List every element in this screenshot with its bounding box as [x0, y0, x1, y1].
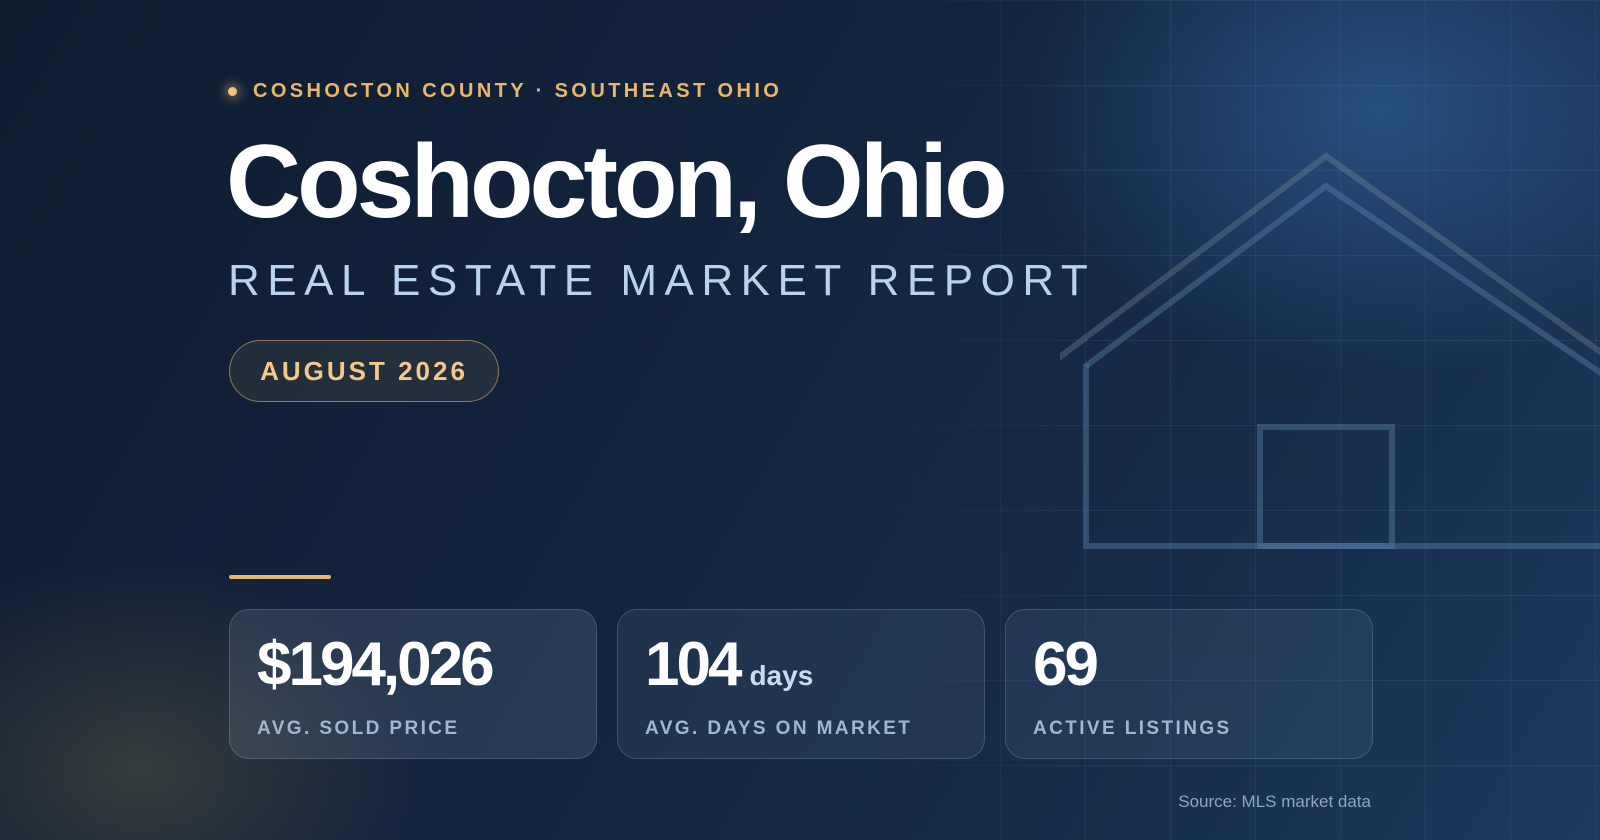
stat-value: 104: [645, 630, 742, 699]
date-badge: AUGUST 2026: [229, 340, 499, 402]
source-note: Source: MLS market data: [1178, 792, 1371, 811]
house-outline-icon: [1060, 152, 1600, 549]
stat-card-avg-days-on-market: 104 days AVG. DAYS ON MARKET: [617, 609, 985, 759]
stat-value: $194,026: [257, 630, 495, 699]
accent-divider: [229, 575, 331, 579]
page-title: Coshocton, Ohio: [226, 124, 1008, 240]
stat-value: 69: [1033, 630, 1099, 699]
stat-label: AVG. SOLD PRICE: [257, 718, 460, 739]
stats-row: $194,026 AVG. SOLD PRICE 104 days AVG. D…: [229, 609, 1373, 759]
stat-unit: days: [749, 660, 814, 691]
stat-label: ACTIVE LISTINGS: [1033, 718, 1232, 739]
location-eyebrow: COSHOCTON COUNTY · SOUTHEAST OHIO: [228, 80, 782, 103]
stat-card-active-listings: 69 ACTIVE LISTINGS: [1005, 609, 1373, 759]
dot-icon: [228, 87, 237, 96]
stat-card-avg-sold-price: $194,026 AVG. SOLD PRICE: [229, 609, 597, 759]
stat-label: AVG. DAYS ON MARKET: [645, 718, 913, 739]
report-subtitle: REAL ESTATE MARKET REPORT: [228, 256, 1096, 305]
background-grid: [830, 0, 1600, 840]
eyebrow-text: COSHOCTON COUNTY · SOUTHEAST OHIO: [253, 80, 783, 102]
